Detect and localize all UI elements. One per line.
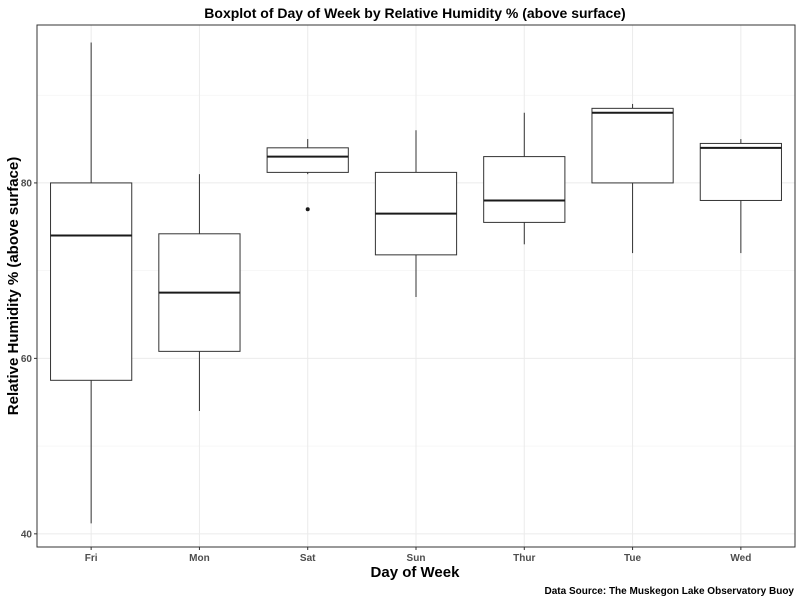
chart-title: Boxplot of Day of Week by Relative Humid… bbox=[204, 5, 625, 21]
boxplot-boxes bbox=[50, 42, 782, 524]
x-tick-label: Thur bbox=[513, 553, 535, 564]
box-thur bbox=[483, 112, 566, 245]
interquartile-box bbox=[483, 156, 566, 223]
interquartile-box bbox=[266, 147, 349, 173]
interquartile-box bbox=[699, 142, 782, 201]
interquartile-box bbox=[50, 182, 133, 381]
box-tue bbox=[591, 103, 674, 254]
outlier-point bbox=[305, 207, 310, 212]
interquartile-box bbox=[591, 107, 674, 184]
box-fri bbox=[50, 42, 133, 524]
y-tick-label: 40 bbox=[21, 529, 33, 540]
y-tick-label: 60 bbox=[21, 354, 33, 365]
box-wed bbox=[699, 139, 782, 254]
y-axis: 40 60 80 bbox=[21, 178, 37, 540]
x-tick-label: Mon bbox=[189, 553, 210, 564]
x-tick-label: Sat bbox=[300, 553, 316, 564]
data-source-caption: Data Source: The Muskegon Lake Observato… bbox=[544, 586, 794, 597]
x-tick-label: Sun bbox=[407, 553, 426, 564]
x-axis: Fri Mon Sat Sun Thur Tue Wed bbox=[85, 547, 751, 564]
x-axis-title: Day of Week bbox=[371, 564, 461, 581]
box-sun bbox=[374, 130, 458, 297]
x-tick-label: Fri bbox=[85, 553, 98, 564]
box-mon bbox=[158, 174, 241, 412]
y-axis-title: Relative Humidity % (above surface) bbox=[5, 157, 22, 415]
x-tick-label: Wed bbox=[730, 553, 751, 564]
y-tick-label: 80 bbox=[21, 178, 33, 189]
x-tick-label: Tue bbox=[624, 553, 641, 564]
box-sat bbox=[266, 139, 349, 212]
